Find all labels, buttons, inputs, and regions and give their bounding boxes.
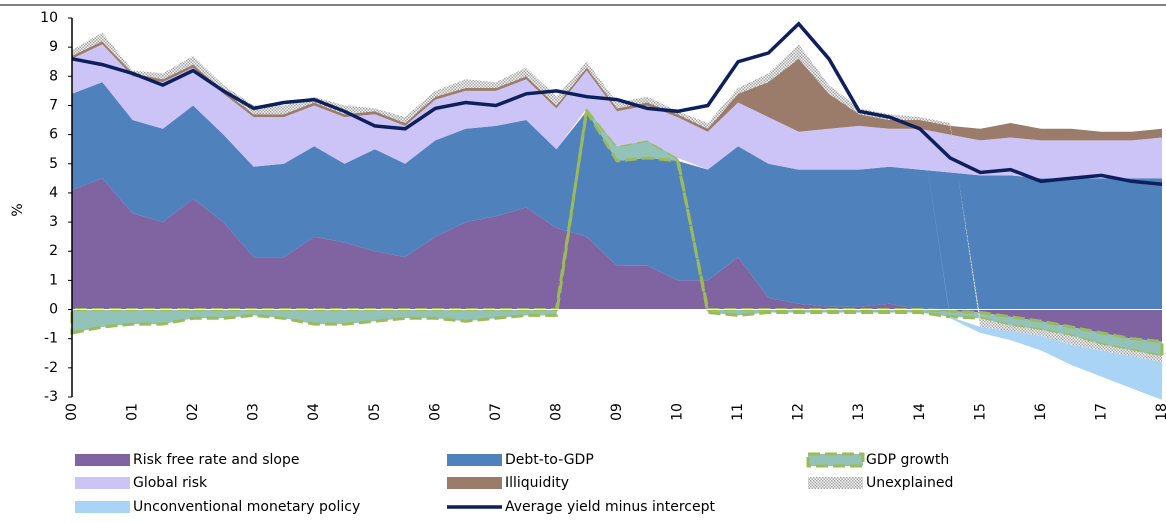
x-tick-label: 01 <box>125 403 141 421</box>
x-tick-label: 18 <box>1154 403 1166 421</box>
x-tick-label: 04 <box>306 403 322 421</box>
legend-label: Illiquidity <box>505 475 569 491</box>
y-tick-label: -2 <box>44 360 58 376</box>
x-tick-label: 14 <box>912 403 928 421</box>
legend-swatch <box>75 501 130 513</box>
y-tick-label: 5 <box>49 156 58 172</box>
y-tick-label: 2 <box>49 243 58 259</box>
y-tick-label: 8 <box>49 68 58 84</box>
y-tick-label: 6 <box>49 127 58 143</box>
legend-label: Debt-to-GDP <box>505 452 594 468</box>
y-tick-label: 7 <box>49 97 58 113</box>
legend-label: GDP growth <box>866 452 949 468</box>
x-tick-label: 02 <box>185 403 201 421</box>
y-tick-label: 10 <box>40 10 58 26</box>
y-tick-label: 4 <box>49 185 58 201</box>
y-tick-label: 9 <box>49 39 58 55</box>
x-tick-label: 11 <box>730 403 746 421</box>
area <box>72 82 1162 310</box>
area <box>72 178 1162 342</box>
y-tick-label: 3 <box>49 214 58 230</box>
x-tick-label: 16 <box>1033 403 1049 421</box>
x-tick-label: 08 <box>548 403 564 421</box>
legend-label: Average yield minus intercept <box>505 499 715 515</box>
line <box>71 21 1163 186</box>
area <box>72 44 1162 179</box>
area <box>72 41 1162 141</box>
legend-label: Global risk <box>133 475 208 491</box>
y-tick-label: -3 <box>44 389 58 405</box>
legend-label: Unconventional monetary policy <box>133 499 360 515</box>
legend-swatch <box>447 477 502 489</box>
legend-swatch <box>806 452 865 468</box>
x-tick-label: 09 <box>609 403 625 421</box>
legend-swatch <box>447 454 502 466</box>
x-tick-label: 13 <box>851 403 867 421</box>
x-tick-label: 10 <box>670 403 686 421</box>
legend-swatch <box>808 477 863 489</box>
y-axis-label: % <box>10 203 26 216</box>
x-tick-label: 07 <box>488 403 504 421</box>
x-tick-label: 12 <box>791 403 807 421</box>
x-tick-label: 05 <box>367 403 383 421</box>
x-tick-label: 06 <box>427 403 443 421</box>
legend-swatch <box>75 454 130 466</box>
x-tick-label: 15 <box>972 403 988 421</box>
x-tick-label: 03 <box>246 403 262 421</box>
legend-label: Unexplained <box>866 475 953 491</box>
y-tick-label: 0 <box>49 302 58 318</box>
x-tick-label: 00 <box>64 403 80 421</box>
legend-label: Risk free rate and slope <box>133 452 299 468</box>
legend-swatch <box>75 477 130 489</box>
y-tick-label: 1 <box>49 272 58 288</box>
area <box>72 32 1162 362</box>
y-tick-label: -1 <box>44 331 58 347</box>
x-tick-label: 17 <box>1093 403 1109 421</box>
